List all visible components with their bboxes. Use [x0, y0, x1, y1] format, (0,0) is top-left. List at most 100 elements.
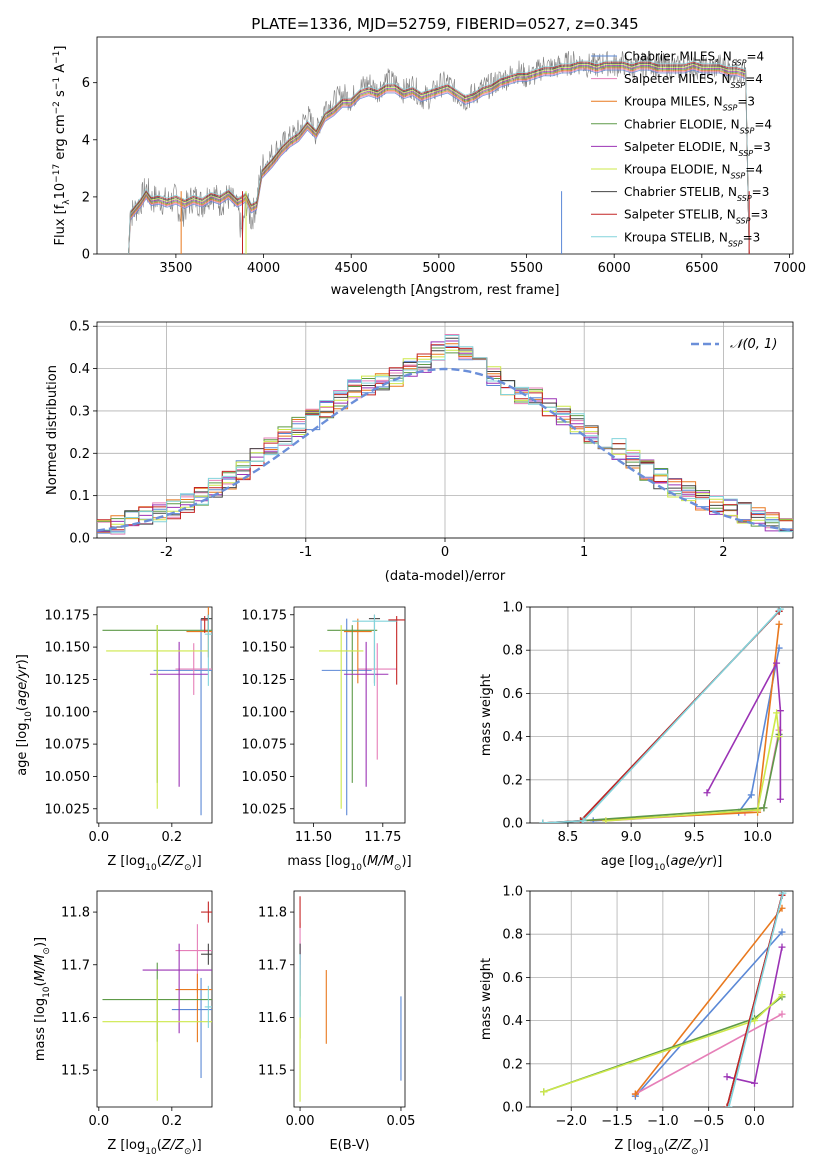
weight_vs_age-lines [539, 607, 784, 823]
legend-label-sub: SSP [731, 81, 746, 90]
y-axis-label-part: Normed distribution [45, 365, 60, 495]
weight_vs_Z-lines [540, 891, 787, 1107]
model-line-kroupa-elodie [128, 63, 750, 254]
weight-marker [540, 1088, 548, 1096]
weight-marker [773, 659, 781, 667]
legend-label: Chabrier MILES, NSSP=4 [624, 50, 764, 68]
y-axis-label-part: mass weight [479, 674, 494, 756]
legend-label-text: Salpeter ELODIE, N [624, 140, 738, 154]
weight-marker [579, 817, 587, 823]
legend-label-text: Salpeter MILES, N [624, 72, 731, 86]
legend-label: Salpeter STELIB, NSSP=3 [624, 208, 768, 226]
weight-marker [725, 1103, 733, 1107]
legend-label: Kroupa ELODIE, NSSP=4 [624, 163, 763, 181]
y-axis-label-part: 10 [42, 986, 52, 998]
age_vs_Z-points [102, 607, 212, 816]
y-axis-label-part: 10 [53, 183, 68, 200]
y-axis-label-part: λ [62, 199, 72, 205]
x-tick-label: −1.0 [647, 1114, 679, 1129]
y-tick-label: 11.5 [258, 1064, 287, 1079]
weight-line-chabrier-miles [634, 931, 783, 1097]
model-line-kroupa-miles [128, 67, 750, 254]
y-tick-label: 0.4 [69, 362, 90, 377]
weight-marker [751, 1017, 759, 1025]
y-axis-label-part: ( [33, 981, 48, 986]
y-tick-label: 11.6 [258, 1011, 287, 1026]
legend-label: Salpeter MILES, NSSP=4 [624, 72, 763, 90]
y-axis-label: Normed distribution [45, 365, 60, 495]
weight-marker [754, 806, 762, 814]
weight-marker [747, 791, 755, 799]
x-axis-label-part: Z/Z [161, 854, 185, 869]
histogram-kroupa-stelib [97, 335, 793, 534]
axes-mass_vs_ebv: 0.00 0.05 11.5 11.6 11.7 11.8 E(B-V) [258, 890, 415, 1153]
y-tick-label: 11.7 [258, 958, 287, 973]
y-tick-label: 10.075 [45, 738, 91, 753]
x-axis-label-part: )] [699, 1138, 709, 1153]
plot-frame [529, 606, 794, 824]
weight-line-kroupa-stelib [542, 608, 781, 823]
weight-marker [779, 891, 787, 897]
y-tick-label: 10.050 [242, 770, 288, 785]
axes-age_vs_mass: 11.50 11.75 10.025 10.050 10.075 10.100 10.125… [242, 606, 412, 873]
weight-line-chabrier-elodie [580, 734, 780, 822]
y-axis-label-part: mass [log [33, 998, 48, 1061]
y-axis-label-part: 10 [24, 711, 34, 723]
weight-marker [776, 795, 784, 803]
y-tick-label: 6 [82, 76, 90, 91]
weight-marker [751, 1079, 759, 1087]
y-tick-label: 10.075 [242, 738, 288, 753]
y-tick-label: 0.2 [502, 773, 523, 788]
legend-label: 𝒩(0, 1) [730, 337, 777, 352]
x-tick-label: 0.00 [286, 1114, 315, 1129]
weight-marker [723, 1073, 731, 1081]
legend-label-text: Chabrier ELODIE, N [624, 117, 740, 131]
x-axis-label-part: )] [401, 854, 411, 869]
y-tick-label: 11.8 [61, 906, 90, 921]
model-line-salpeter-stelib [128, 61, 750, 254]
x-tick-label: -1 [299, 545, 312, 560]
y-tick-label: 0.5 [69, 320, 90, 335]
x-axis-label-part: )] [192, 854, 202, 869]
weight-marker [775, 620, 783, 628]
legend-label: Salpeter ELODIE, NSSP=3 [624, 140, 771, 158]
plot-frame [293, 606, 406, 824]
y-tick-label: 11.6 [61, 1011, 90, 1026]
x-tick-label: 11.50 [295, 830, 332, 845]
x-axis-label: mass [log10(M/M⊙)] [287, 854, 411, 873]
legend-label-sub: SSP [731, 171, 746, 180]
y-tick-label: 0.2 [502, 1057, 523, 1072]
x-axis-label: Z [log10(Z/Z⊙)] [107, 854, 201, 873]
x-axis-label-part: E(B-V) [329, 1138, 369, 1153]
x-tick-label: 0.0 [744, 1114, 765, 1129]
legend-label-text: Chabrier MILES, N [624, 50, 732, 64]
x-tick-label: 11.75 [364, 830, 401, 845]
weight-line-kroupa-stelib [728, 893, 784, 1107]
x-axis-label-part: ( [362, 854, 367, 869]
legend-label-count: =3 [743, 230, 761, 244]
x-axis-label-part: wavelength [Angstrom, rest frame] [331, 283, 560, 298]
residual-plot [97, 334, 793, 535]
mass_vs_ebv-points [299, 896, 402, 1102]
y-tick-label: 10.175 [242, 608, 288, 623]
plot-frame [529, 890, 794, 1108]
legend-label: Chabrier STELIB, NSSP=3 [624, 185, 769, 203]
y-tick-label: 10.100 [45, 705, 91, 720]
y-tick-label: 0.1 [69, 489, 90, 504]
x-axis-label-part: ⊙ [394, 863, 402, 873]
weight-marker [778, 943, 786, 951]
x-axis-label: (data-model)/error [385, 569, 506, 584]
axes-age_vs_Z: 0.0 0.2 10.025 10.050 10.075 10.100 10.125 10.1… [15, 606, 213, 873]
legend-label-sub: SSP [728, 239, 743, 248]
y-tick-label: 10.100 [242, 705, 288, 720]
axes-residuals: -2 -1 0 1 2 0.0 0.1 0.2 0.3 0.4 0.5 (data-model)/er… [45, 320, 794, 584]
weight-marker [723, 1103, 731, 1107]
x-axis-label-part: 10 [652, 1147, 664, 1157]
x-tick-label: 0.0 [88, 830, 109, 845]
axes-weight_vs_Z: −2.0 −1.5 −1.0 −0.5 0.0 0.0 0.2 0.4 0.6 0.8 1.0 Z [… [479, 885, 794, 1157]
y-axis-label-part: −2 [52, 101, 62, 114]
axes-mass_vs_Z: 0.0 0.211.511.611.711.8Z [log10(Z/Z⊙)]mas… [33, 890, 213, 1157]
x-axis-label-part: )] [192, 1138, 202, 1153]
